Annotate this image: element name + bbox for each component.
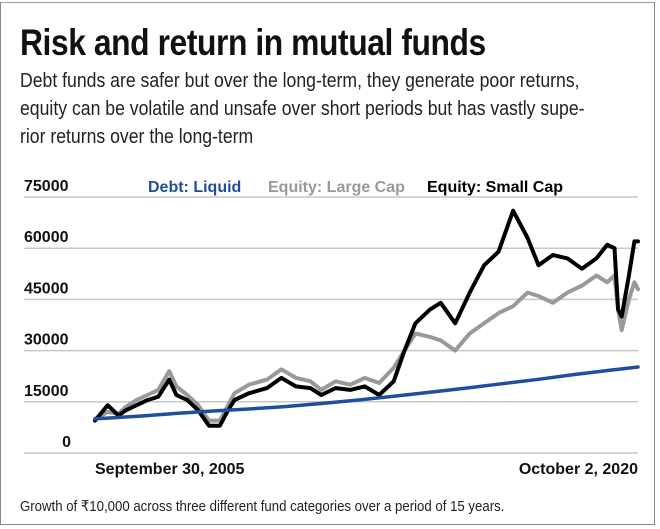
series-line-equity-large-cap: [93, 273, 640, 423]
y-tick-label: 30000: [24, 332, 69, 349]
chart-caption: Growth of ₹10,000 across three different…: [20, 498, 505, 515]
series-lines: [93, 208, 640, 428]
legend-debt-liquid: Debt: Liquid: [148, 179, 241, 196]
y-tick-label: 0: [62, 434, 71, 451]
chart-title: Risk and return in mutual funds: [20, 22, 486, 63]
chart-subtitle: Debt funds are safer but over the long-t…: [20, 67, 639, 151]
x-start-label: September 30, 2005: [95, 461, 245, 478]
y-tick-label: 45000: [24, 280, 69, 297]
y-tick-label: 75000: [24, 178, 69, 195]
y-tick-label: 15000: [24, 383, 69, 400]
x-end-label: October 2, 2020: [519, 461, 638, 478]
legend-equity-large-cap: Equity: Large Cap: [268, 179, 405, 196]
legend: Debt: Liquid Equity: Large Cap Equity: S…: [148, 179, 563, 196]
subtitle-line: Debt funds are safer but over the long-t…: [20, 69, 580, 92]
legend-equity-small-cap: Equity: Small Cap: [427, 179, 563, 196]
y-tick-label: 60000: [24, 229, 69, 246]
y-axis-ticks: 0 15000 30000 45000 60000 75000: [24, 178, 71, 451]
series-line-debt-liquid: [93, 365, 640, 421]
series-line-equity-small-cap: [93, 208, 640, 428]
subtitle-line: rior returns over the long-term: [20, 125, 254, 148]
subtitle-line: equity can be volatile and unsafe over s…: [20, 97, 585, 120]
gridlines: [24, 196, 638, 454]
